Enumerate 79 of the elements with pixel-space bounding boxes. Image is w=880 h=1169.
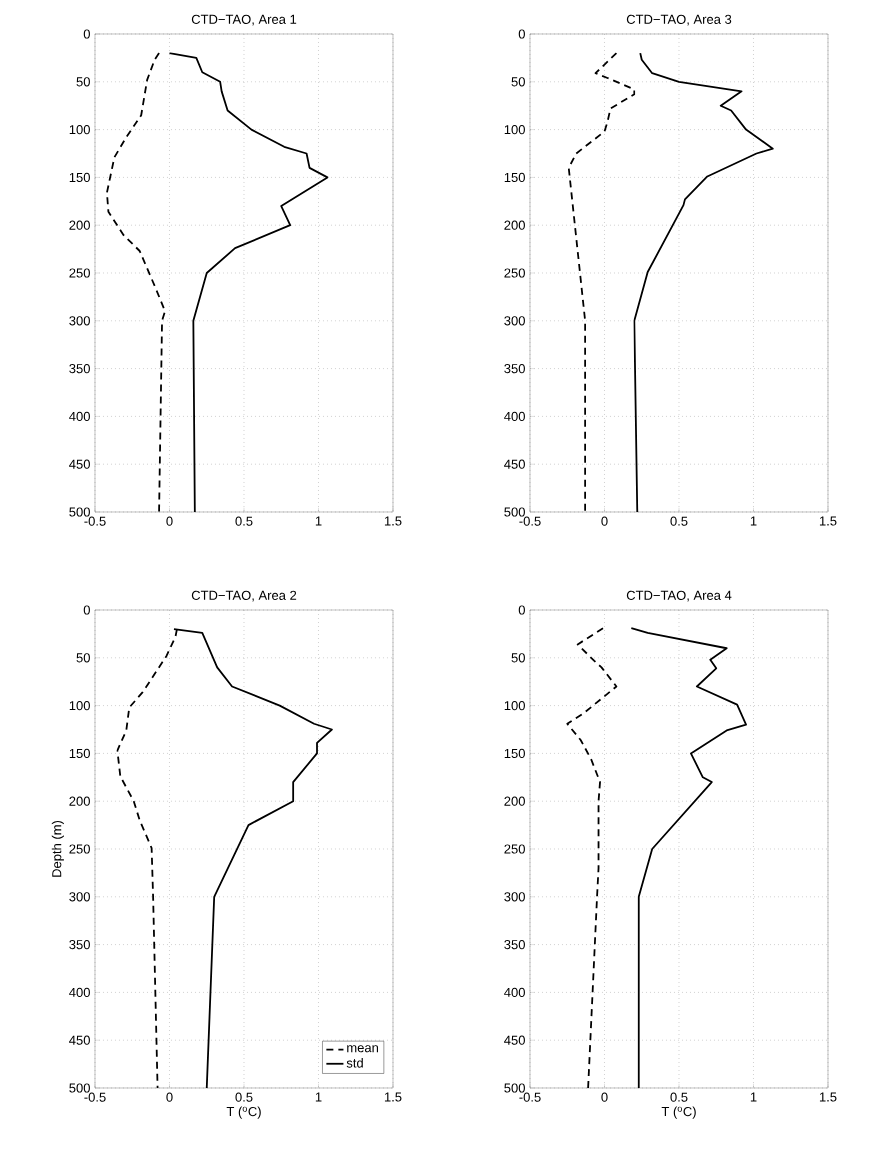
chart-title: CTD−TAO, Area 4 bbox=[626, 590, 732, 602]
x-tick-label: 0 bbox=[601, 516, 608, 526]
y-tick-label: 350 bbox=[504, 939, 525, 950]
y-tick-label: 150 bbox=[504, 748, 525, 758]
y-tick-label: 100 bbox=[504, 125, 525, 135]
y-tick-label: 300 bbox=[69, 892, 90, 902]
x-tick-label: -0.5 bbox=[84, 1092, 106, 1102]
y-tick-label: 200 bbox=[69, 796, 90, 806]
x-tick-label: 1.5 bbox=[384, 516, 402, 526]
line-series bbox=[566, 627, 618, 1088]
line-series bbox=[567, 52, 636, 512]
y-tick-label: 50 bbox=[76, 653, 90, 663]
x-tick-label: -0.5 bbox=[519, 516, 541, 526]
y-tick-label: 300 bbox=[504, 316, 525, 326]
y-tick-label: 300 bbox=[504, 892, 525, 902]
y-tick-label: 50 bbox=[511, 77, 525, 87]
y-tick-label: 0 bbox=[83, 29, 90, 39]
y-tick-label: 150 bbox=[69, 172, 90, 182]
y-tick-label: 500 bbox=[504, 1083, 525, 1093]
y-tick-label: 350 bbox=[69, 939, 90, 950]
y-tick-label: 200 bbox=[504, 220, 525, 230]
y-tick-label: 100 bbox=[69, 125, 90, 135]
x-tick-label: 0.5 bbox=[235, 516, 253, 526]
y-tick-label: 400 bbox=[69, 987, 90, 997]
x-tick-label: 0.5 bbox=[670, 516, 688, 526]
y-tick-label: 150 bbox=[69, 748, 90, 758]
line-series bbox=[630, 627, 747, 1088]
y-tick-label: 500 bbox=[504, 507, 525, 517]
y-tick-label: 450 bbox=[504, 1035, 525, 1045]
y-tick-label: 450 bbox=[69, 1035, 90, 1045]
line-series bbox=[633, 52, 774, 512]
y-tick-label: 500 bbox=[69, 507, 90, 517]
y-tick-label: 50 bbox=[511, 653, 525, 663]
y-tick-label: 400 bbox=[69, 411, 90, 421]
x-tick-label: 1.5 bbox=[384, 1092, 402, 1102]
chart-title: CTD−TAO, Area 2 bbox=[191, 590, 297, 602]
y-tick-label: 300 bbox=[69, 316, 90, 326]
x-tick-label: 1 bbox=[750, 516, 757, 526]
x-tick-label: -0.5 bbox=[84, 516, 106, 526]
y-tick-label: 100 bbox=[504, 700, 525, 711]
y-axis-title: Depth (m) bbox=[51, 820, 64, 877]
x-tick-label: 1.5 bbox=[819, 1092, 837, 1102]
y-tick-label: 200 bbox=[504, 796, 525, 806]
y-tick-label: 200 bbox=[69, 220, 90, 230]
x-tick-label: 1 bbox=[315, 516, 322, 526]
legend-label: std bbox=[346, 1058, 363, 1068]
x-tick-label: 0 bbox=[166, 516, 173, 526]
line-series bbox=[168, 52, 329, 512]
y-tick-label: 250 bbox=[504, 844, 525, 854]
y-tick-label: 250 bbox=[504, 268, 525, 278]
x-tick-label: 0.5 bbox=[670, 1092, 688, 1102]
x-tick-label: 1 bbox=[750, 1092, 757, 1102]
y-tick-label: 0 bbox=[83, 605, 90, 615]
y-tick-label: 500 bbox=[69, 1083, 90, 1093]
y-tick-label: 350 bbox=[504, 363, 525, 374]
y-tick-label: 50 bbox=[76, 77, 90, 87]
y-tick-label: 150 bbox=[504, 172, 525, 182]
y-tick-label: 100 bbox=[69, 700, 90, 711]
line-series bbox=[106, 52, 166, 512]
chart-title: CTD−TAO, Area 1 bbox=[191, 14, 297, 26]
legend-label: mean bbox=[347, 1045, 379, 1053]
y-tick-label: 250 bbox=[69, 268, 90, 278]
y-tick-label: 350 bbox=[69, 363, 90, 374]
x-tick-label: 1.5 bbox=[819, 516, 837, 526]
y-tick-label: 400 bbox=[504, 411, 525, 421]
y-tick-label: 0 bbox=[518, 29, 525, 39]
x-tick-label: 0.5 bbox=[235, 1092, 253, 1102]
chart-title: CTD−TAO, Area 3 bbox=[626, 14, 732, 26]
x-tick-label: 0 bbox=[601, 1092, 608, 1102]
y-tick-label: 450 bbox=[504, 459, 525, 469]
x-axis-title: T ($^{o}$C) bbox=[661, 1106, 696, 1119]
y-tick-label: 0 bbox=[518, 605, 525, 615]
y-tick-label: 250 bbox=[69, 844, 90, 854]
y-tick-label: 400 bbox=[504, 987, 525, 997]
x-tick-label: 0 bbox=[166, 1092, 173, 1102]
x-tick-label: 1 bbox=[315, 1092, 322, 1102]
x-axis-title: T ($^{o}$C) bbox=[226, 1106, 261, 1119]
y-tick-label: 450 bbox=[69, 459, 90, 469]
x-tick-label: -0.5 bbox=[519, 1092, 541, 1102]
